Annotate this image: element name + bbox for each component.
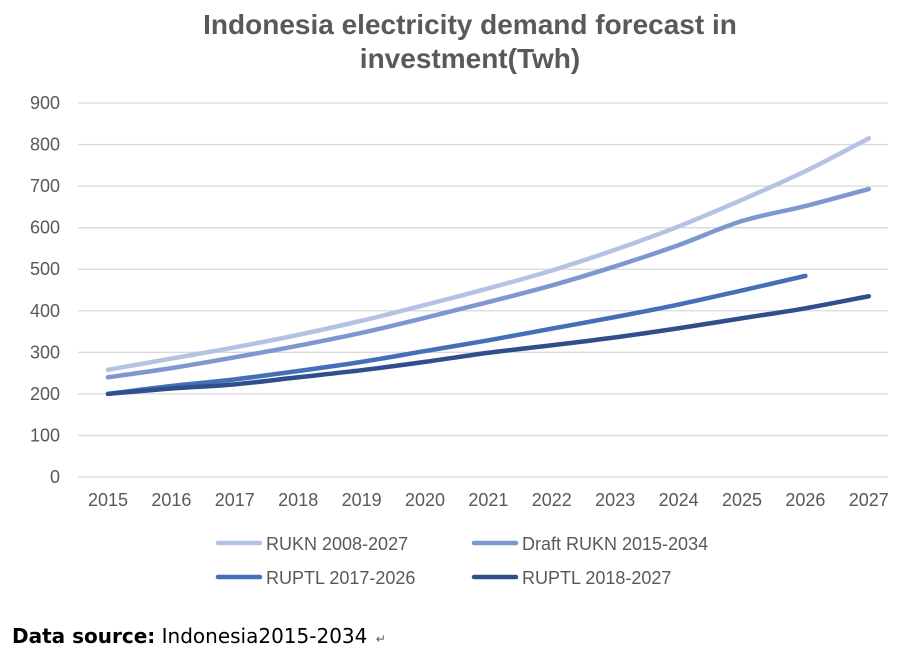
y-tick-label: 400: [30, 301, 60, 321]
x-axis-tick-labels: 2015 2016 2017 2018 2019 2020 2021 2022 2023 2024…: [88, 490, 889, 510]
x-tick-label: 2024: [659, 490, 699, 510]
y-tick-label: 300: [30, 342, 60, 362]
paragraph-mark-icon: ↵: [375, 632, 386, 646]
y-tick-label: 100: [30, 425, 60, 445]
x-tick-label: 2018: [278, 490, 318, 510]
legend-label-2: Draft RUKN 2015-2034: [522, 534, 708, 554]
series-line-3: [105, 273, 808, 397]
gridlines: [78, 102, 888, 478]
x-tick-label: 2026: [785, 490, 825, 510]
x-tick-label: 2021: [468, 490, 508, 510]
legend-label-3: RUPTL 2017-2026: [266, 568, 415, 588]
data-source-text: Indonesia2015-2034: [161, 624, 368, 648]
x-tick-label: 2015: [88, 490, 128, 510]
legend-label-1: RUKN 2008-2027: [266, 534, 408, 554]
y-tick-label: 800: [30, 135, 60, 155]
x-tick-label: 2022: [532, 490, 572, 510]
data-source-note: Data source: Indonesia2015-2034 ↵: [12, 624, 386, 648]
y-tick-label: 200: [30, 384, 60, 404]
data-source-label: Data source:: [12, 624, 156, 648]
x-tick-label: 2016: [151, 490, 191, 510]
series-line-2: [105, 186, 872, 380]
chart-title: Indonesia electricity demand forecast in…: [203, 9, 737, 74]
legend: RUKN 2008-2027 Draft RUKN 2015-2034 RUPTL …: [215, 534, 708, 588]
y-tick-label: 900: [30, 93, 60, 113]
x-tick-label: 2027: [849, 490, 889, 510]
legend-label-4: RUPTL 2018-2027: [522, 568, 671, 588]
x-tick-label: 2025: [722, 490, 762, 510]
y-tick-label: 600: [30, 218, 60, 238]
y-tick-label: 500: [30, 259, 60, 279]
x-tick-label: 2023: [595, 490, 635, 510]
x-tick-label: 2017: [215, 490, 255, 510]
series-line-4: [105, 293, 872, 397]
series-lines: [105, 136, 872, 397]
y-tick-label: 700: [30, 176, 60, 196]
x-tick-label: 2019: [342, 490, 382, 510]
series-line-1: [105, 136, 872, 373]
y-axis-tick-labels: 0 100 200 300 400 500 600 700 800 900: [30, 93, 60, 487]
x-tick-label: 2020: [405, 490, 445, 510]
y-tick-label: 0: [50, 467, 60, 487]
